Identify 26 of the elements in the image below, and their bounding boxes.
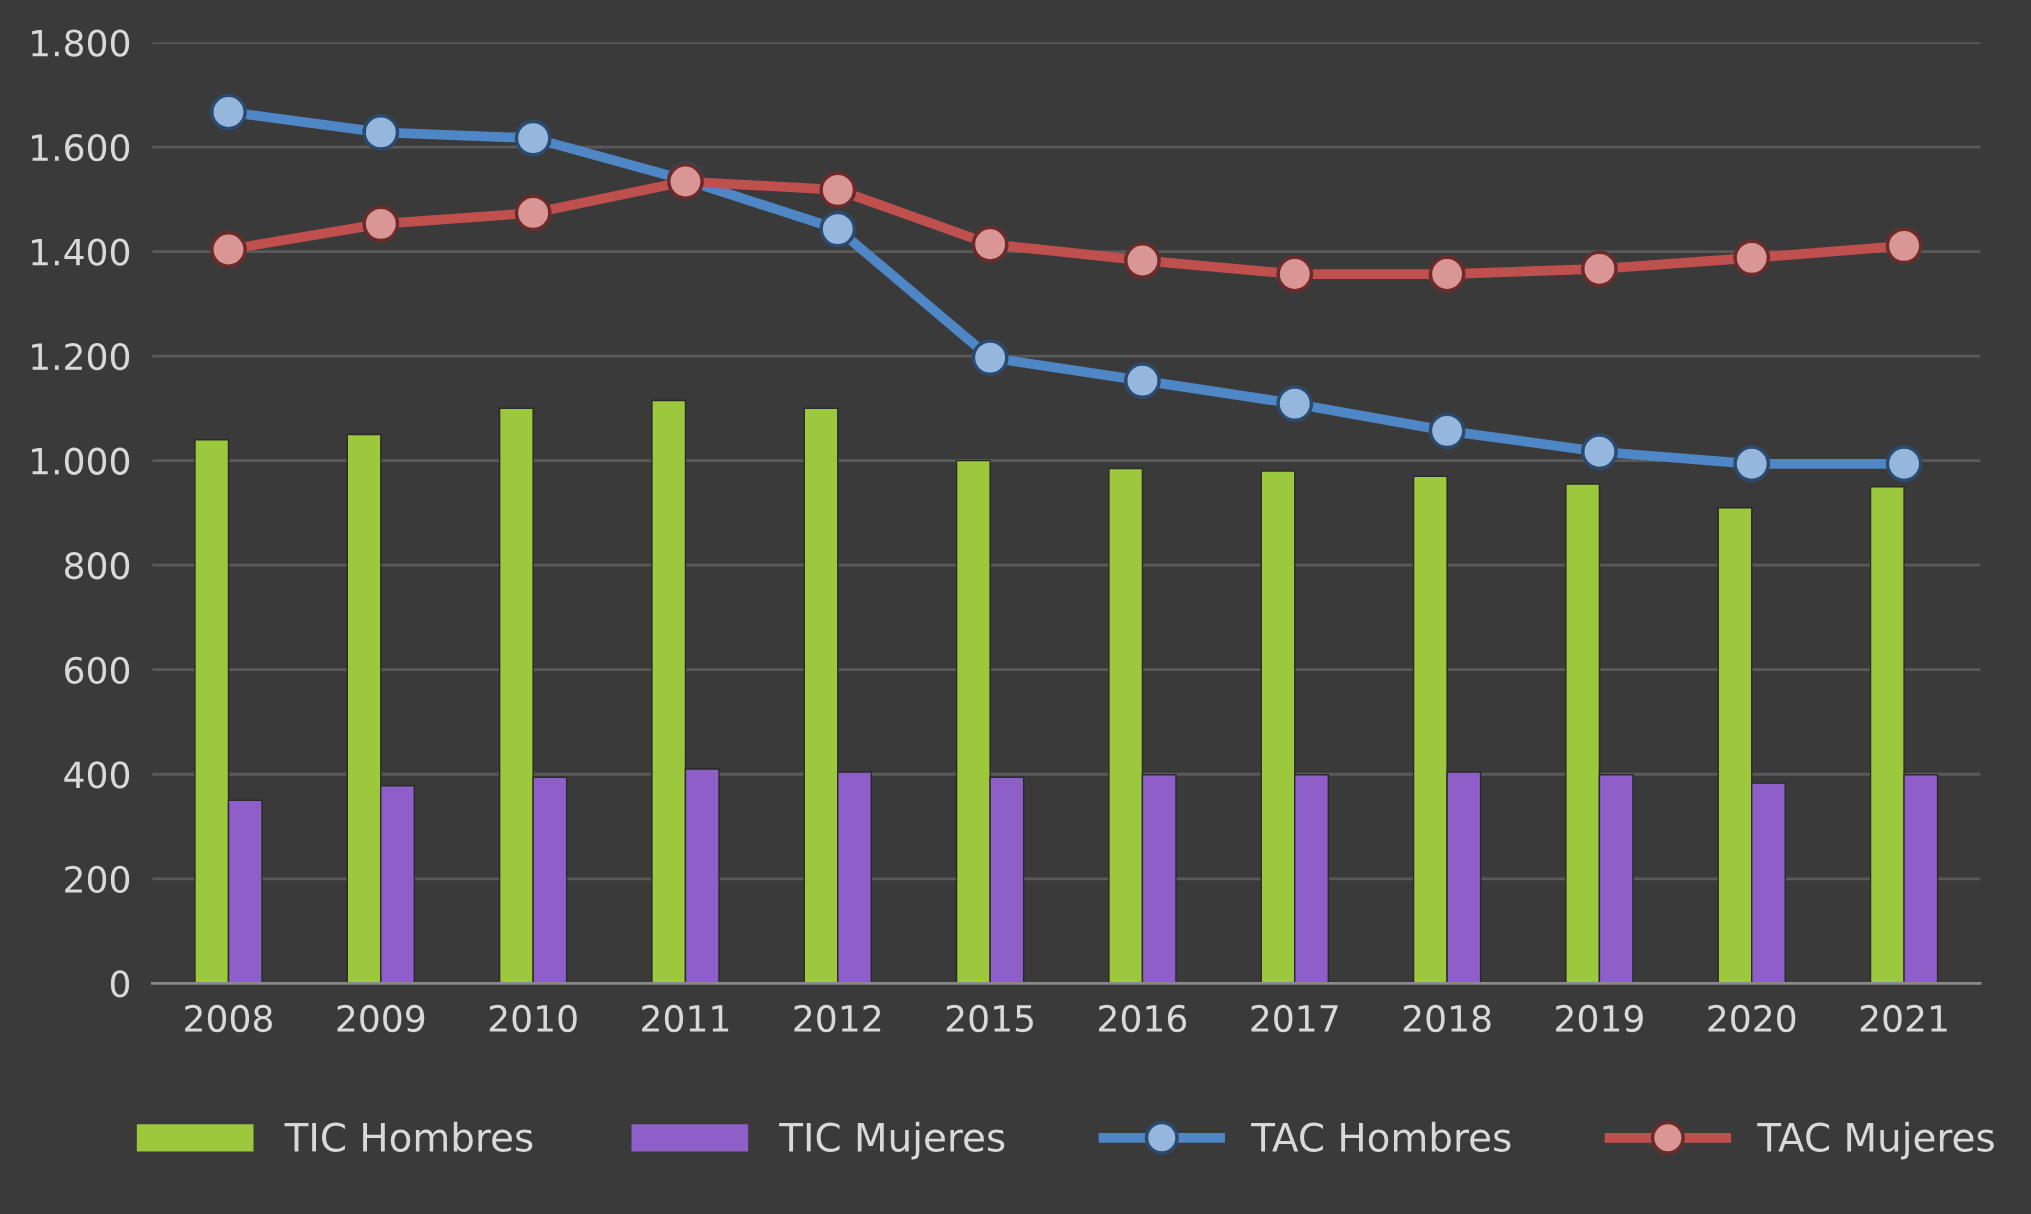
y-tick-label: 1.000 xyxy=(32,447,130,475)
x-tick-label: 2019 xyxy=(1556,1004,1643,1033)
x-tick-label: 2020 xyxy=(1708,1004,1796,1033)
y-tick-label: 800 xyxy=(65,552,130,580)
y-tick-label: 1.800 xyxy=(32,29,130,57)
x-tick-label: 2018 xyxy=(1403,1004,1491,1033)
y-tick-label: 400 xyxy=(64,761,130,789)
y-tick-label: 0 xyxy=(110,970,130,998)
legend-label: TIC Mujeres xyxy=(779,1121,1005,1160)
legend-label: TAC Hombres xyxy=(1251,1121,1511,1152)
x-tick-label: 2015 xyxy=(946,1004,1033,1033)
x-tick-label: 2021 xyxy=(1860,1004,1947,1033)
x-tick-label: 2009 xyxy=(337,1004,425,1033)
legend-label: TIC Hombres xyxy=(284,1121,533,1152)
x-tick-label: 2016 xyxy=(1099,1004,1187,1033)
y-tick-label: 1.600 xyxy=(32,133,130,162)
x-tick-label: 2012 xyxy=(794,1004,881,1033)
x-tick-label: 2010 xyxy=(489,1004,577,1033)
y-tick-label: 600 xyxy=(65,656,130,684)
x-tick-label: 2008 xyxy=(185,1004,272,1033)
y-tick-label: 1.400 xyxy=(32,238,130,266)
x-tick-label: 2011 xyxy=(642,1004,729,1033)
y-tick-label: 1.200 xyxy=(32,343,130,371)
y-tick-label: 200 xyxy=(65,865,130,894)
legend-label: TAC Mujeres xyxy=(1757,1121,1994,1160)
x-tick-label: 2017 xyxy=(1251,1004,1338,1033)
